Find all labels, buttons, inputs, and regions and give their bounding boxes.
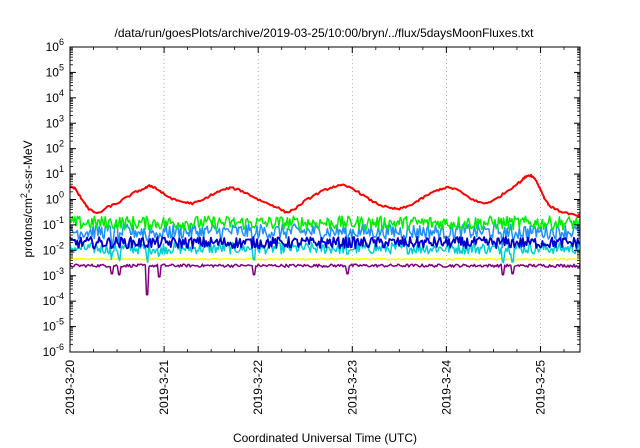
y-tick-label: 10-4 <box>43 291 64 308</box>
x-axis-label: Coordinated Universal Time (UTC) <box>233 431 417 445</box>
series-line-red <box>69 173 581 218</box>
y-tick-label-base: 10 <box>46 167 60 181</box>
y-tick-label-exponent: 5 <box>59 62 64 72</box>
y-tick-label-exponent: 2 <box>59 139 64 149</box>
y-tick-label-base: 10 <box>46 116 60 130</box>
y-tick-label-base: 10 <box>46 65 60 79</box>
y-tick-label-base: 10 <box>46 142 60 156</box>
y-tick-label-base: 10 <box>46 40 60 54</box>
series-line <box>69 215 581 231</box>
y-tick-label-base: 10 <box>43 243 57 257</box>
y-tick-label-base: 10 <box>46 91 60 105</box>
y-tick-label: 10-1 <box>43 215 64 232</box>
x-tick-labels: 2019-3-20 2019-3-21 2019-3-22 2019-3-23 2019… <box>63 360 547 415</box>
y-tick-label-base: 10 <box>43 218 57 232</box>
y-tick-label: 106 <box>46 37 64 54</box>
y-tick-label-exponent: 1 <box>59 164 64 174</box>
y-tick-label-exponent: 6 <box>59 37 64 47</box>
chart-title: /data/run/goesPlots/archive/2019-03-25/1… <box>115 26 535 40</box>
x-tick-label: 2019-3-20 <box>63 360 77 415</box>
y-tick-label: 104 <box>46 88 64 105</box>
x-tick-label: 2019-3-25 <box>533 360 547 415</box>
y-tick-label-exponent: -5 <box>56 317 64 327</box>
x-tick-label: 2019-3-24 <box>439 360 453 415</box>
y-axis-label: protons/cm2-s-sr-MeV <box>19 140 35 257</box>
y-tick-label-exponent: -3 <box>56 266 64 276</box>
y-tick-label: 10-6 <box>43 342 64 359</box>
x-tick-label: 2019-3-21 <box>157 360 171 415</box>
y-tick-label: 102 <box>46 139 64 156</box>
series-line <box>69 263 581 296</box>
y-tick-label: 100 <box>46 190 64 207</box>
y-tick-label-base: 10 <box>46 193 60 207</box>
y-axis-label-sup: 2 <box>19 193 29 198</box>
series-line <box>69 236 581 250</box>
axis-ticks <box>69 46 580 353</box>
y-tick-label-base: 10 <box>43 345 57 359</box>
y-tick-label: 10-5 <box>43 317 64 334</box>
y-tick-label-exponent: -1 <box>56 215 64 225</box>
y-tick-label-exponent: -4 <box>56 291 64 301</box>
y-tick-label: 105 <box>46 62 64 79</box>
y-tick-label: 10-2 <box>43 240 64 257</box>
series-line <box>69 257 581 261</box>
y-tick-label-base: 10 <box>43 269 57 283</box>
y-tick-label-exponent: -6 <box>56 342 64 352</box>
x-tick-label: 2019-3-23 <box>345 360 359 415</box>
y-tick-labels: 10610510410310210110010-110-210-310-410-… <box>43 37 64 359</box>
x-tick-label: 2019-3-22 <box>251 360 265 415</box>
y-tick-label-base: 10 <box>43 320 57 334</box>
y-axis-label-post: -s-sr-MeV <box>21 140 35 193</box>
y-axis-label-pre: protons/cm <box>21 198 35 257</box>
y-tick-label: 103 <box>46 113 64 130</box>
y-tick-label-exponent: 0 <box>59 190 64 200</box>
series-layer <box>69 173 581 296</box>
y-tick-label: 101 <box>46 164 64 181</box>
y-tick-label-base: 10 <box>43 294 57 308</box>
y-tick-label-exponent: 4 <box>59 88 64 98</box>
y-tick-label-exponent: 3 <box>59 113 64 123</box>
y-tick-label-exponent: -2 <box>56 240 64 250</box>
y-tick-label: 10-3 <box>43 266 64 283</box>
